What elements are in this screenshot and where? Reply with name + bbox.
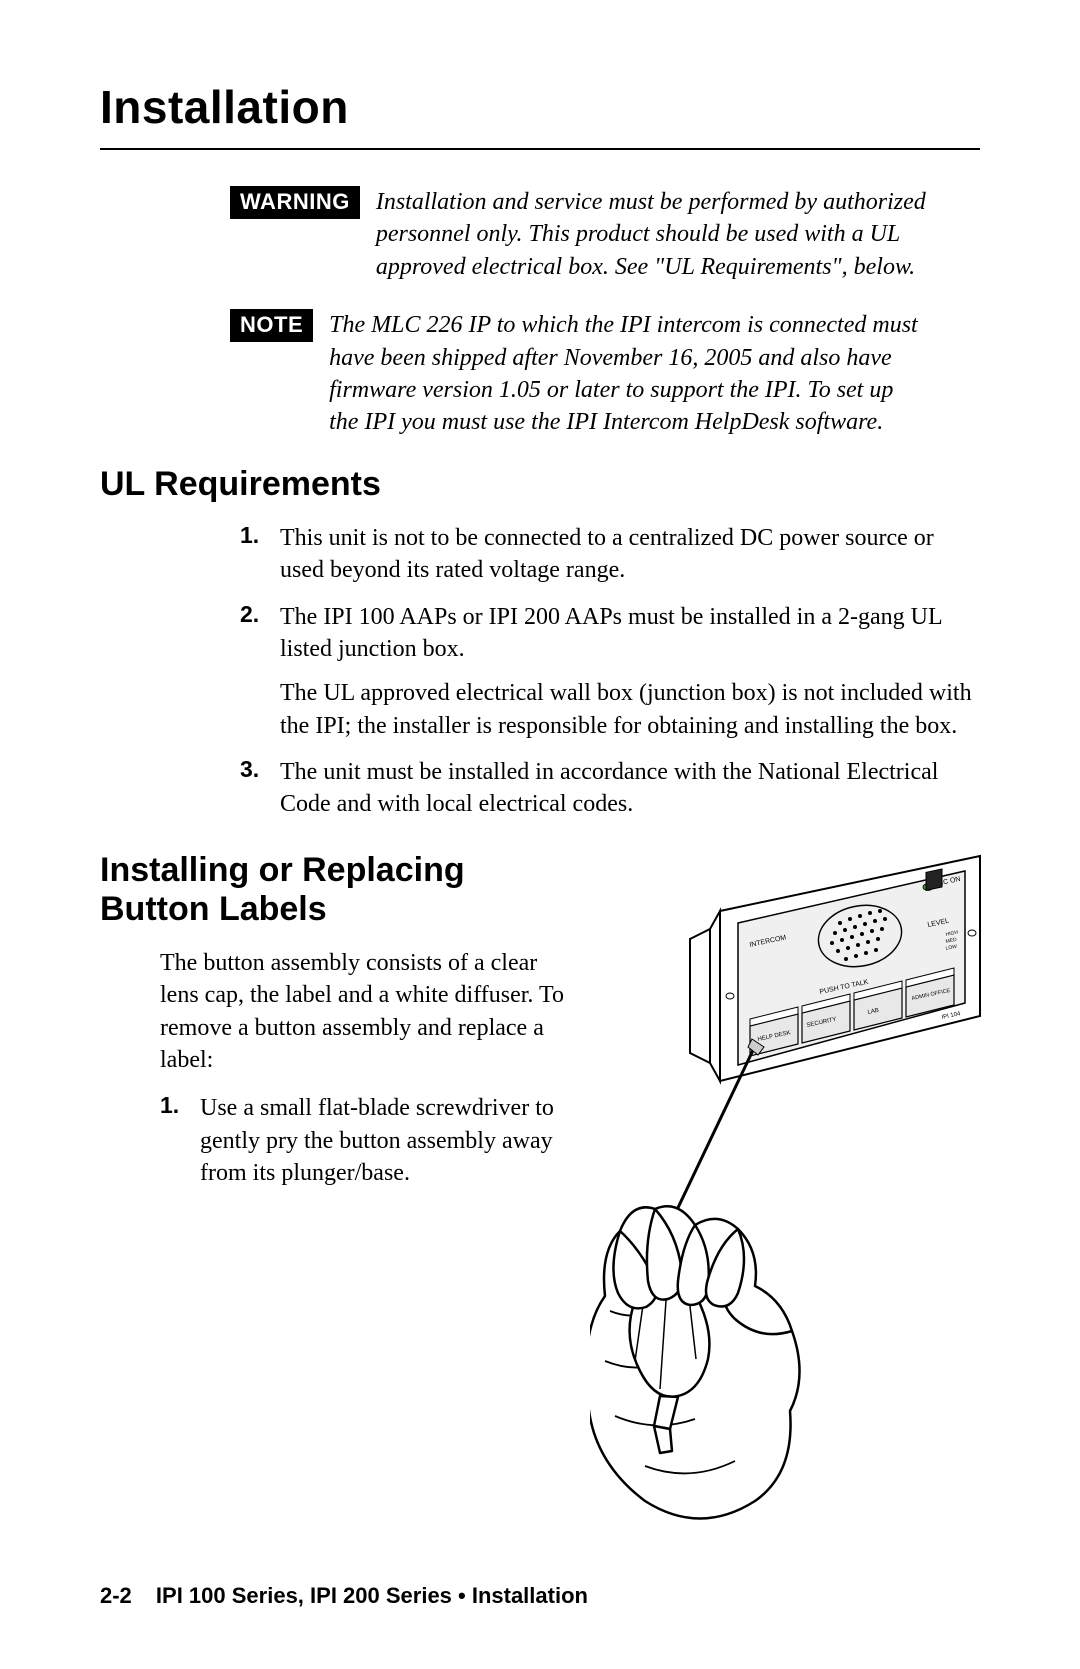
list-para: The IPI 100 AAPs or IPI 200 AAPs must be…: [280, 601, 980, 666]
section-heading-labels: Installing or Replacing Button Labels: [100, 851, 570, 929]
list-body: Use a small flat-blade screwdriver to ge…: [200, 1092, 560, 1189]
list-para: Use a small flat-blade screwdriver to ge…: [200, 1092, 560, 1189]
note-badge: NOTE: [230, 309, 313, 342]
list-number: 3.: [240, 756, 280, 821]
warning-text: Installation and service must be perform…: [376, 186, 966, 283]
list-number: 1.: [240, 522, 280, 587]
footer-text: IPI 100 Series, IPI 200 Series • Install…: [156, 1583, 588, 1608]
footer-page-number: 2-2: [100, 1583, 132, 1608]
list-number: 1.: [160, 1092, 200, 1189]
list-body: The unit must be installed in accordance…: [280, 756, 980, 821]
list-item: 3. The unit must be installed in accorda…: [240, 756, 980, 821]
section-heading-ul: UL Requirements: [100, 465, 980, 504]
warning-callout: WARNING Installation and service must be…: [230, 186, 980, 283]
list-para: This unit is not to be connected to a ce…: [280, 522, 980, 587]
list-para: The unit must be installed in accordance…: [280, 756, 980, 821]
device-diagram: MIC ON INTERCOM LEVEL HIGH MED LOW PUSH …: [590, 851, 990, 1556]
list-para: The UL approved electrical wall box (jun…: [280, 677, 980, 742]
diagram-svg: MIC ON INTERCOM LEVEL HIGH MED LOW PUSH …: [590, 851, 990, 1551]
list-item: 1. Use a small flat-blade screwdriver to…: [160, 1092, 570, 1189]
page-title: Installation: [100, 80, 980, 150]
labels-intro: The button assembly consists of a clear …: [160, 947, 570, 1077]
page-footer: 2-2 IPI 100 Series, IPI 200 Series • Ins…: [100, 1583, 588, 1609]
list-body: This unit is not to be connected to a ce…: [280, 522, 980, 587]
warning-badge: WARNING: [230, 186, 360, 219]
list-body: The IPI 100 AAPs or IPI 200 AAPs must be…: [280, 601, 980, 743]
ul-requirements-list: 1. This unit is not to be connected to a…: [240, 522, 980, 821]
hand-illustration: [590, 1206, 800, 1518]
list-item: 2. The IPI 100 AAPs or IPI 200 AAPs must…: [240, 601, 980, 743]
note-callout: NOTE The MLC 226 IP to which the IPI int…: [230, 309, 980, 439]
list-item: 1. This unit is not to be connected to a…: [240, 522, 980, 587]
list-number: 2.: [240, 601, 280, 743]
note-text: The MLC 226 IP to which the IPI intercom…: [329, 309, 919, 439]
